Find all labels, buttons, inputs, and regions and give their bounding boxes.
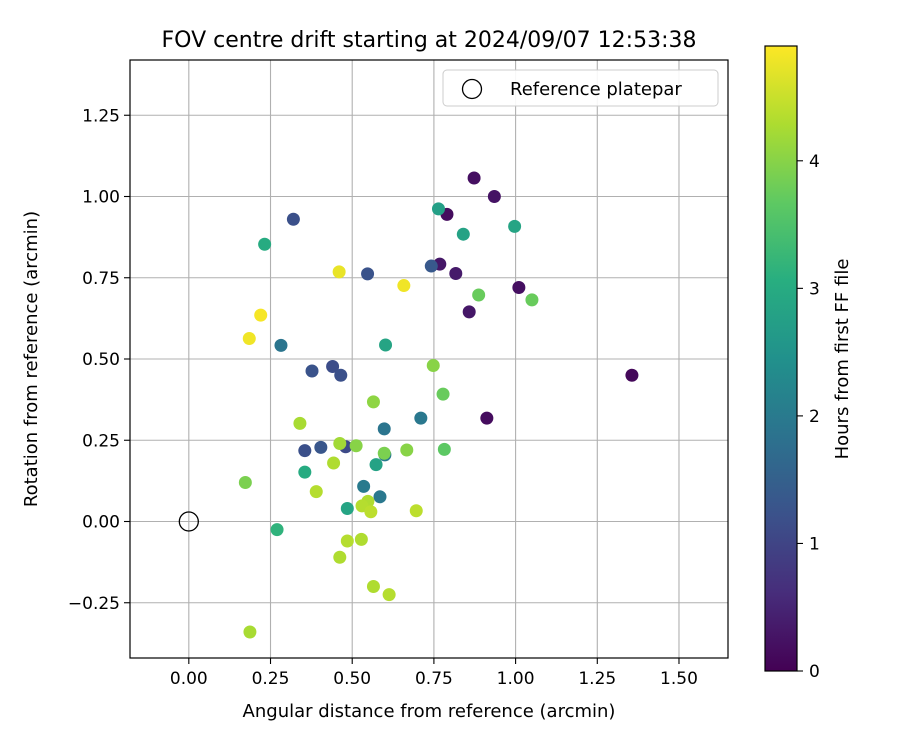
- y-tick-label: 1.25: [82, 106, 120, 126]
- grid: [130, 60, 728, 658]
- data-point: [480, 411, 494, 425]
- data-point: [354, 532, 368, 546]
- colorbar-tick-label: 4: [809, 152, 820, 172]
- data-point: [472, 288, 486, 302]
- chart-title: FOV centre drift starting at 2024/09/07 …: [162, 28, 697, 53]
- data-point: [309, 485, 323, 499]
- data-point: [525, 293, 539, 307]
- y-tick-label: −0.25: [68, 594, 120, 614]
- x-tick-label: 0.75: [415, 669, 453, 689]
- data-point: [298, 444, 312, 458]
- data-point: [293, 416, 307, 430]
- data-point: [397, 279, 411, 293]
- y-axis-ticks: −0.25 0.00 0.25 0.50 0.75 1.00 1.25: [68, 106, 130, 614]
- data-point: [449, 267, 463, 281]
- data-point: [326, 359, 340, 373]
- colorbar-tick-label: 1: [809, 534, 820, 554]
- data-point: [456, 227, 470, 241]
- data-point: [424, 259, 438, 273]
- x-tick-label: 0.00: [170, 669, 208, 689]
- data-point: [409, 504, 423, 518]
- data-point: [366, 395, 380, 409]
- data-point: [366, 580, 380, 593]
- y-tick-label: 0.75: [82, 269, 120, 289]
- x-axis-label: Angular distance from reference (arcmin): [243, 701, 616, 722]
- data-point: [327, 456, 341, 470]
- colorbar-tick-label: 2: [809, 407, 820, 427]
- y-axis-label: Rotation from reference (arcmin): [21, 211, 42, 507]
- data-point: [426, 359, 440, 372]
- x-tick-label: 1.50: [660, 669, 698, 689]
- data-point: [436, 387, 450, 401]
- data-point: [487, 190, 501, 203]
- data-point: [334, 368, 348, 382]
- x-tick-label: 0.25: [252, 669, 290, 689]
- data-point: [512, 281, 526, 294]
- data-point: [437, 442, 451, 456]
- reference-platepar-marker: [178, 511, 199, 532]
- data-points: [238, 171, 639, 639]
- data-point: [238, 476, 252, 489]
- colorbar-ticks: 0 1 2 3 4: [797, 152, 820, 682]
- data-point: [414, 411, 428, 425]
- colorbar-tick-label: 3: [809, 279, 820, 299]
- data-point: [305, 364, 319, 378]
- data-point: [333, 550, 347, 564]
- data-point: [254, 308, 268, 322]
- data-point: [377, 422, 391, 436]
- data-point: [400, 443, 414, 457]
- x-tick-label: 0.50: [333, 669, 371, 689]
- y-tick-label: 0.25: [82, 431, 120, 451]
- y-tick-label: 0.00: [82, 513, 120, 533]
- data-point: [298, 465, 312, 479]
- data-point: [243, 625, 257, 639]
- data-point: [379, 338, 393, 352]
- data-point: [625, 368, 639, 382]
- data-point: [373, 490, 387, 504]
- data-point: [364, 505, 378, 519]
- legend: Reference platepar: [442, 69, 719, 107]
- data-point: [274, 338, 288, 352]
- legend-marker-open-circle: [461, 78, 483, 100]
- data-point: [357, 479, 371, 493]
- colorbar: [764, 45, 798, 672]
- data-point: [242, 332, 256, 346]
- data-point: [462, 305, 476, 319]
- data-point: [349, 439, 363, 453]
- x-tick-label: 1.25: [578, 669, 616, 689]
- data-point: [361, 267, 375, 281]
- data-point: [382, 588, 396, 602]
- reference-marker-layer: [178, 511, 199, 532]
- data-point: [340, 534, 354, 548]
- x-axis-ticks: 0.00 0.25 0.50 0.75 1.00 1.25 1.50: [170, 658, 698, 689]
- legend-label: Reference platepar: [510, 79, 682, 100]
- data-point: [467, 171, 481, 185]
- data-point: [377, 446, 391, 460]
- colorbar-label: Hours from first FF file: [832, 259, 853, 460]
- data-point: [286, 212, 300, 226]
- legend-box: [442, 69, 719, 107]
- data-point: [258, 237, 272, 251]
- data-point: [332, 265, 346, 279]
- y-tick-label: 1.00: [82, 188, 120, 208]
- data-point: [431, 202, 445, 216]
- data-point: [369, 458, 383, 472]
- data-point: [508, 219, 522, 233]
- colorbar-tick-label: 0: [809, 662, 820, 682]
- data-point: [314, 440, 328, 454]
- x-tick-label: 1.00: [497, 669, 535, 689]
- data-point: [333, 437, 347, 450]
- data-point: [270, 523, 284, 537]
- data-point: [340, 502, 354, 515]
- y-tick-label: 0.50: [82, 350, 120, 370]
